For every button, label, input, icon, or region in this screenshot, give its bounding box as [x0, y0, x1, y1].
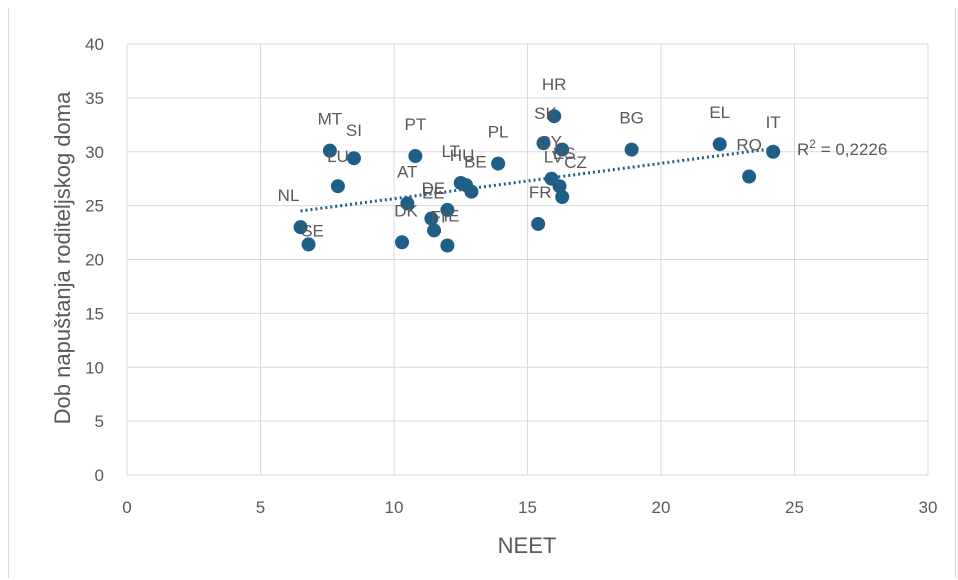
point-label: ES [553, 144, 576, 163]
point-label: CZ [564, 153, 587, 172]
grid-lines [126, 43, 929, 476]
point-label: RO [736, 136, 762, 155]
point-label: PT [404, 115, 426, 134]
point-label: IT [766, 113, 781, 132]
r-squared-symbol: R [797, 140, 809, 159]
point-label: LU [327, 147, 349, 166]
data-point [531, 216, 546, 231]
r-squared-exponent: 2 [809, 137, 816, 151]
data-point [555, 190, 570, 205]
point-label: IE [443, 206, 459, 225]
data-point [346, 151, 361, 166]
r-squared-value: = 0,2226 [816, 140, 887, 159]
data-point [552, 179, 567, 194]
point-label: FR [529, 183, 552, 202]
y-tick-label: 0 [95, 466, 104, 485]
point-label: AT [397, 162, 417, 181]
point-label: MT [318, 110, 343, 129]
data-point [536, 136, 551, 151]
x-tick-label: 10 [385, 498, 404, 517]
data-point [624, 142, 639, 157]
data-point [293, 220, 308, 235]
x-tick-label: 5 [256, 498, 265, 517]
point-label: HU [450, 146, 475, 165]
data-point [712, 137, 727, 152]
y-tick-label: 10 [85, 358, 104, 377]
y-tick-label: 5 [95, 412, 104, 431]
data-point [322, 143, 337, 158]
point-label: DK [394, 201, 418, 220]
point-label: LV [544, 148, 564, 167]
point-label: EL [709, 103, 730, 122]
data-point [491, 156, 506, 171]
point-label: DE [422, 179, 446, 198]
point-label: BG [619, 109, 644, 128]
point-label: NL [278, 186, 300, 205]
y-tick-label: 30 [85, 143, 104, 162]
data-point [408, 149, 423, 164]
data-point [395, 235, 410, 250]
data-point [766, 144, 781, 159]
data-point [464, 184, 479, 199]
data-point [440, 238, 455, 253]
point-label: SI [346, 121, 362, 140]
data-point [547, 109, 562, 124]
tick-labels: 0 5 10 15 20 25 30 35 40 0 5 10 15 20 25 30 [85, 35, 937, 517]
point-label: FI [430, 207, 445, 226]
y-tick-label: 40 [85, 35, 104, 54]
data-point [742, 169, 757, 184]
point-label: EE [422, 184, 445, 203]
data-point [301, 237, 316, 252]
data-point [424, 211, 439, 226]
point-label: PL [488, 123, 509, 142]
y-axis-title: Dob napuštanja roditeljskog doma [50, 91, 75, 424]
point-label: SE [301, 221, 324, 240]
point-label: BE [464, 153, 487, 172]
x-tick-label: 30 [919, 498, 938, 517]
point-label: CY [538, 133, 562, 152]
point-label: SK [534, 104, 557, 123]
point-label: LT [441, 142, 460, 161]
x-tick-label: 0 [122, 498, 131, 517]
data-point [555, 142, 570, 157]
point-label: HR [542, 75, 567, 94]
r-squared-label: R2 = 0,2226 [797, 137, 887, 159]
y-tick-label: 35 [85, 89, 104, 108]
x-axis-title: NEET [498, 533, 557, 558]
x-tick-label: 15 [518, 498, 537, 517]
data-points [293, 109, 781, 253]
y-tick-label: 20 [85, 251, 104, 270]
data-point [427, 223, 442, 238]
data-point [330, 179, 345, 194]
data-point [440, 202, 455, 217]
y-tick-label: 15 [85, 304, 104, 323]
chart-frame [8, 8, 956, 578]
x-tick-label: 20 [652, 498, 671, 517]
x-tick-label: 25 [785, 498, 804, 517]
data-point [400, 196, 415, 211]
y-tick-label: 25 [85, 197, 104, 216]
